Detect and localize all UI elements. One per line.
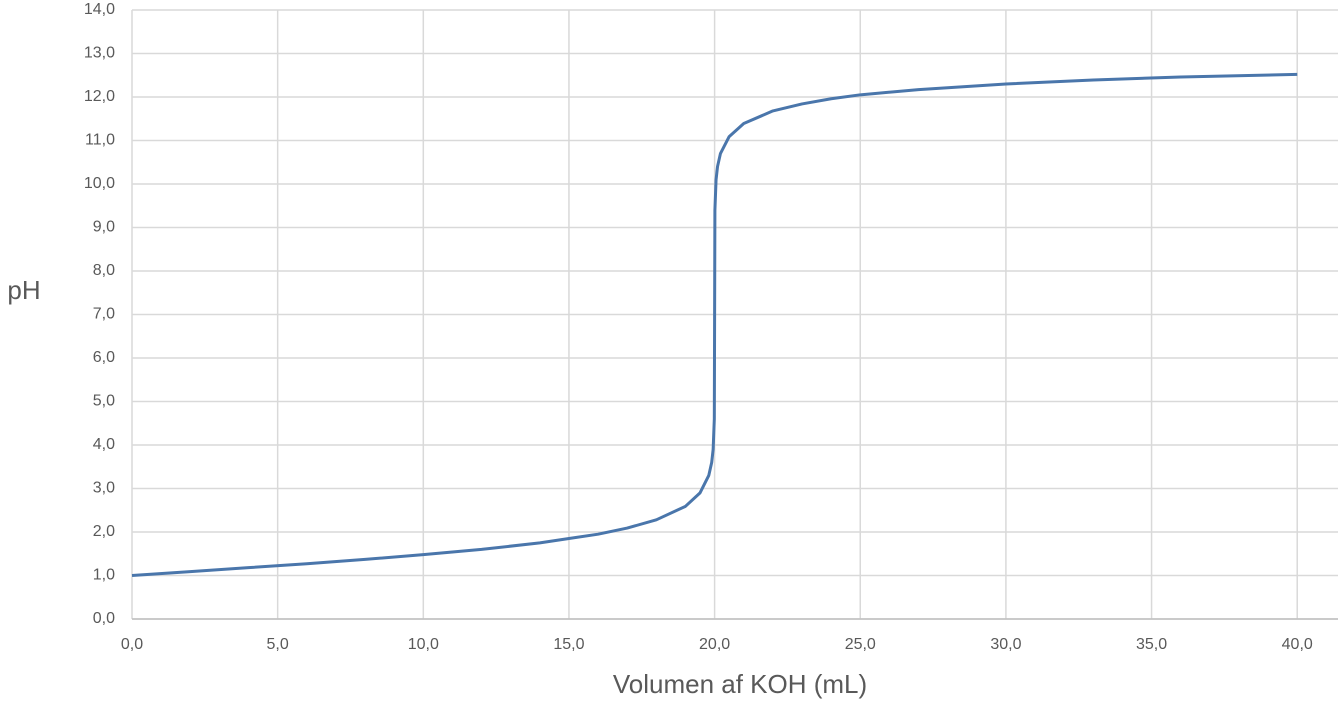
x-tick-label: 35,0 xyxy=(1136,636,1167,653)
data-line xyxy=(131,72,1298,577)
y-tick-label: 8,0 xyxy=(93,262,115,279)
y-tick-label: 10,0 xyxy=(84,175,115,192)
x-tick-label: 10,0 xyxy=(408,636,439,653)
y-tick-label: 2,0 xyxy=(93,523,115,540)
y-tick-label: 6,0 xyxy=(93,349,115,366)
y-tick-label: 14,0 xyxy=(84,1,115,18)
y-tick-label: 13,0 xyxy=(84,45,115,62)
x-tick-label: 40,0 xyxy=(1282,636,1313,653)
x-tick-label: 30,0 xyxy=(990,636,1021,653)
y-tick-label: 9,0 xyxy=(93,219,115,236)
x-tick-label: 20,0 xyxy=(699,636,730,653)
x-axis-title: Volumen af KOH (mL) xyxy=(613,669,867,699)
y-tick-label: 3,0 xyxy=(93,480,115,497)
x-tick-label: 0,0 xyxy=(121,636,143,653)
x-tick-label: 15,0 xyxy=(553,636,584,653)
y-tick-label: 4,0 xyxy=(93,436,115,453)
y-tick-label: 1,0 xyxy=(93,567,115,584)
y-tick-label: 0,0 xyxy=(93,610,115,627)
x-tick-label: 25,0 xyxy=(845,636,876,653)
y-tick-label: 11,0 xyxy=(85,132,115,149)
y-tick-label: 7,0 xyxy=(93,306,115,323)
x-tick-label: 5,0 xyxy=(267,636,289,653)
y-axis-title: pH xyxy=(7,275,40,305)
y-tick-label: 12,0 xyxy=(84,88,115,105)
y-tick-label: 5,0 xyxy=(93,393,115,410)
